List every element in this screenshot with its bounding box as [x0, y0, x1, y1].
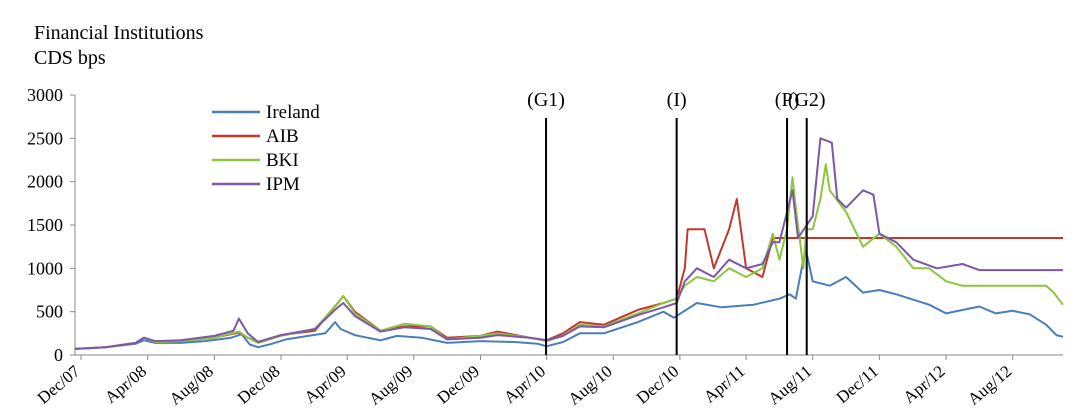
chart-title: Financial Institutions	[34, 22, 204, 44]
x-tick-label: Dec/07	[34, 361, 84, 407]
y-tick-label: 0	[54, 345, 63, 365]
x-tick-label: Dec/09	[433, 362, 483, 408]
y-tick-label: 3000	[27, 85, 63, 105]
x-tick-label: Aug/11	[764, 362, 815, 409]
legend: Ireland AIB BKI IPM	[212, 102, 320, 195]
event-label: (G2)	[788, 89, 826, 111]
x-tick-label: Dec/08	[234, 362, 284, 408]
axes: 0 500 1000 1500 2000 2500 3000 Dec/07 Apr/08 Aug/…	[27, 85, 1063, 409]
event-label: (P)	[775, 89, 799, 111]
y-axis-label: CDS bps	[34, 47, 106, 69]
x-tick-label: Dec/11	[833, 362, 882, 408]
series-line-ipm	[74, 137, 1063, 350]
y-tick-label: 2500	[27, 128, 63, 148]
event-annotations: (G1) (I) (P)(G2)	[527, 89, 826, 355]
y-tick-label: 2000	[27, 172, 63, 192]
legend-label: BKI	[266, 150, 299, 171]
x-tick-label: Dec/10	[633, 362, 683, 408]
event-label: (I)	[667, 89, 687, 111]
x-tick-label: Apr/11	[700, 362, 749, 407]
series-line-bki	[74, 163, 1064, 350]
x-tick-label: Aug/12	[964, 362, 1015, 409]
event-label: (G1)	[527, 89, 565, 111]
x-tick-label: Apr/08	[101, 362, 150, 408]
legend-label: AIB	[266, 126, 299, 147]
x-tick-label: Apr/12	[900, 362, 949, 408]
legend-label: Ireland	[266, 102, 320, 123]
x-tick-label: Aug/10	[565, 362, 616, 409]
x-tick-label: Apr/09	[301, 362, 350, 408]
x-tick-label: Apr/10	[500, 362, 549, 408]
y-tick-label: 1500	[27, 215, 63, 235]
y-tick-label: 500	[36, 302, 63, 322]
legend-label: IPM	[266, 174, 300, 195]
x-tick-label: Aug/09	[365, 362, 416, 409]
x-tick-label: Aug/08	[166, 362, 217, 409]
y-tick-label: 1000	[27, 258, 63, 278]
series-line-aib	[74, 198, 1063, 350]
series-lines	[74, 137, 1064, 350]
series-line-ireland	[74, 250, 1064, 350]
